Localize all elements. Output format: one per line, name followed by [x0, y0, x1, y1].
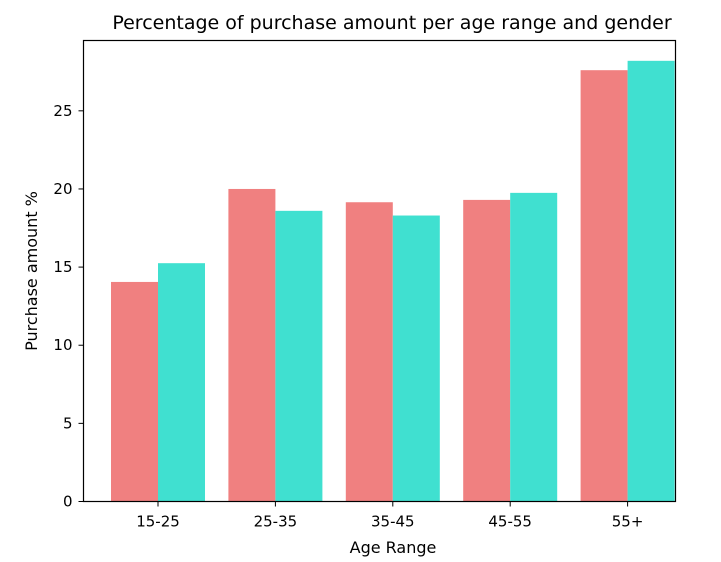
y-axis-label: Purchase amount % [22, 191, 41, 351]
bar-55+-series-1 [580, 70, 628, 502]
x-tick-label: 15-25 [136, 513, 180, 531]
x-axis-label: Age Range [350, 538, 437, 557]
bar-35-45-series-1 [345, 202, 393, 502]
x-tick-label: 55+ [612, 513, 644, 531]
y-tick-label: 20 [53, 180, 72, 198]
x-tick-label: 25-35 [254, 513, 298, 531]
y-axis-ticks: 0 5 10 15 20 25 [53, 102, 84, 511]
bar-55+-series-2 [627, 60, 675, 502]
bars-group [111, 60, 675, 502]
x-tick-label: 35-45 [371, 513, 415, 531]
bar-25-35-series-1 [228, 188, 276, 502]
bar-45-55-series-1 [463, 199, 511, 502]
bar-15-25-series-1 [111, 281, 158, 502]
y-tick-label: 15 [53, 258, 72, 276]
bar-15-25-series-2 [158, 263, 205, 502]
y-tick-label: 0 [63, 493, 73, 511]
y-tick-label: 5 [63, 414, 73, 432]
y-tick-label: 25 [53, 102, 72, 120]
chart-title: Percentage of purchase amount per age ra… [112, 12, 672, 34]
plot-frame [82, 39, 677, 503]
bar-25-35-series-2 [275, 210, 323, 502]
bar-35-45-series-2 [392, 215, 440, 502]
x-tick-label: 45-55 [488, 513, 532, 531]
y-tick-label: 10 [53, 336, 72, 354]
bar-45-55-series-2 [510, 192, 558, 502]
x-axis-ticks: 15-25 25-35 35-45 45-55 55+ [136, 501, 644, 531]
